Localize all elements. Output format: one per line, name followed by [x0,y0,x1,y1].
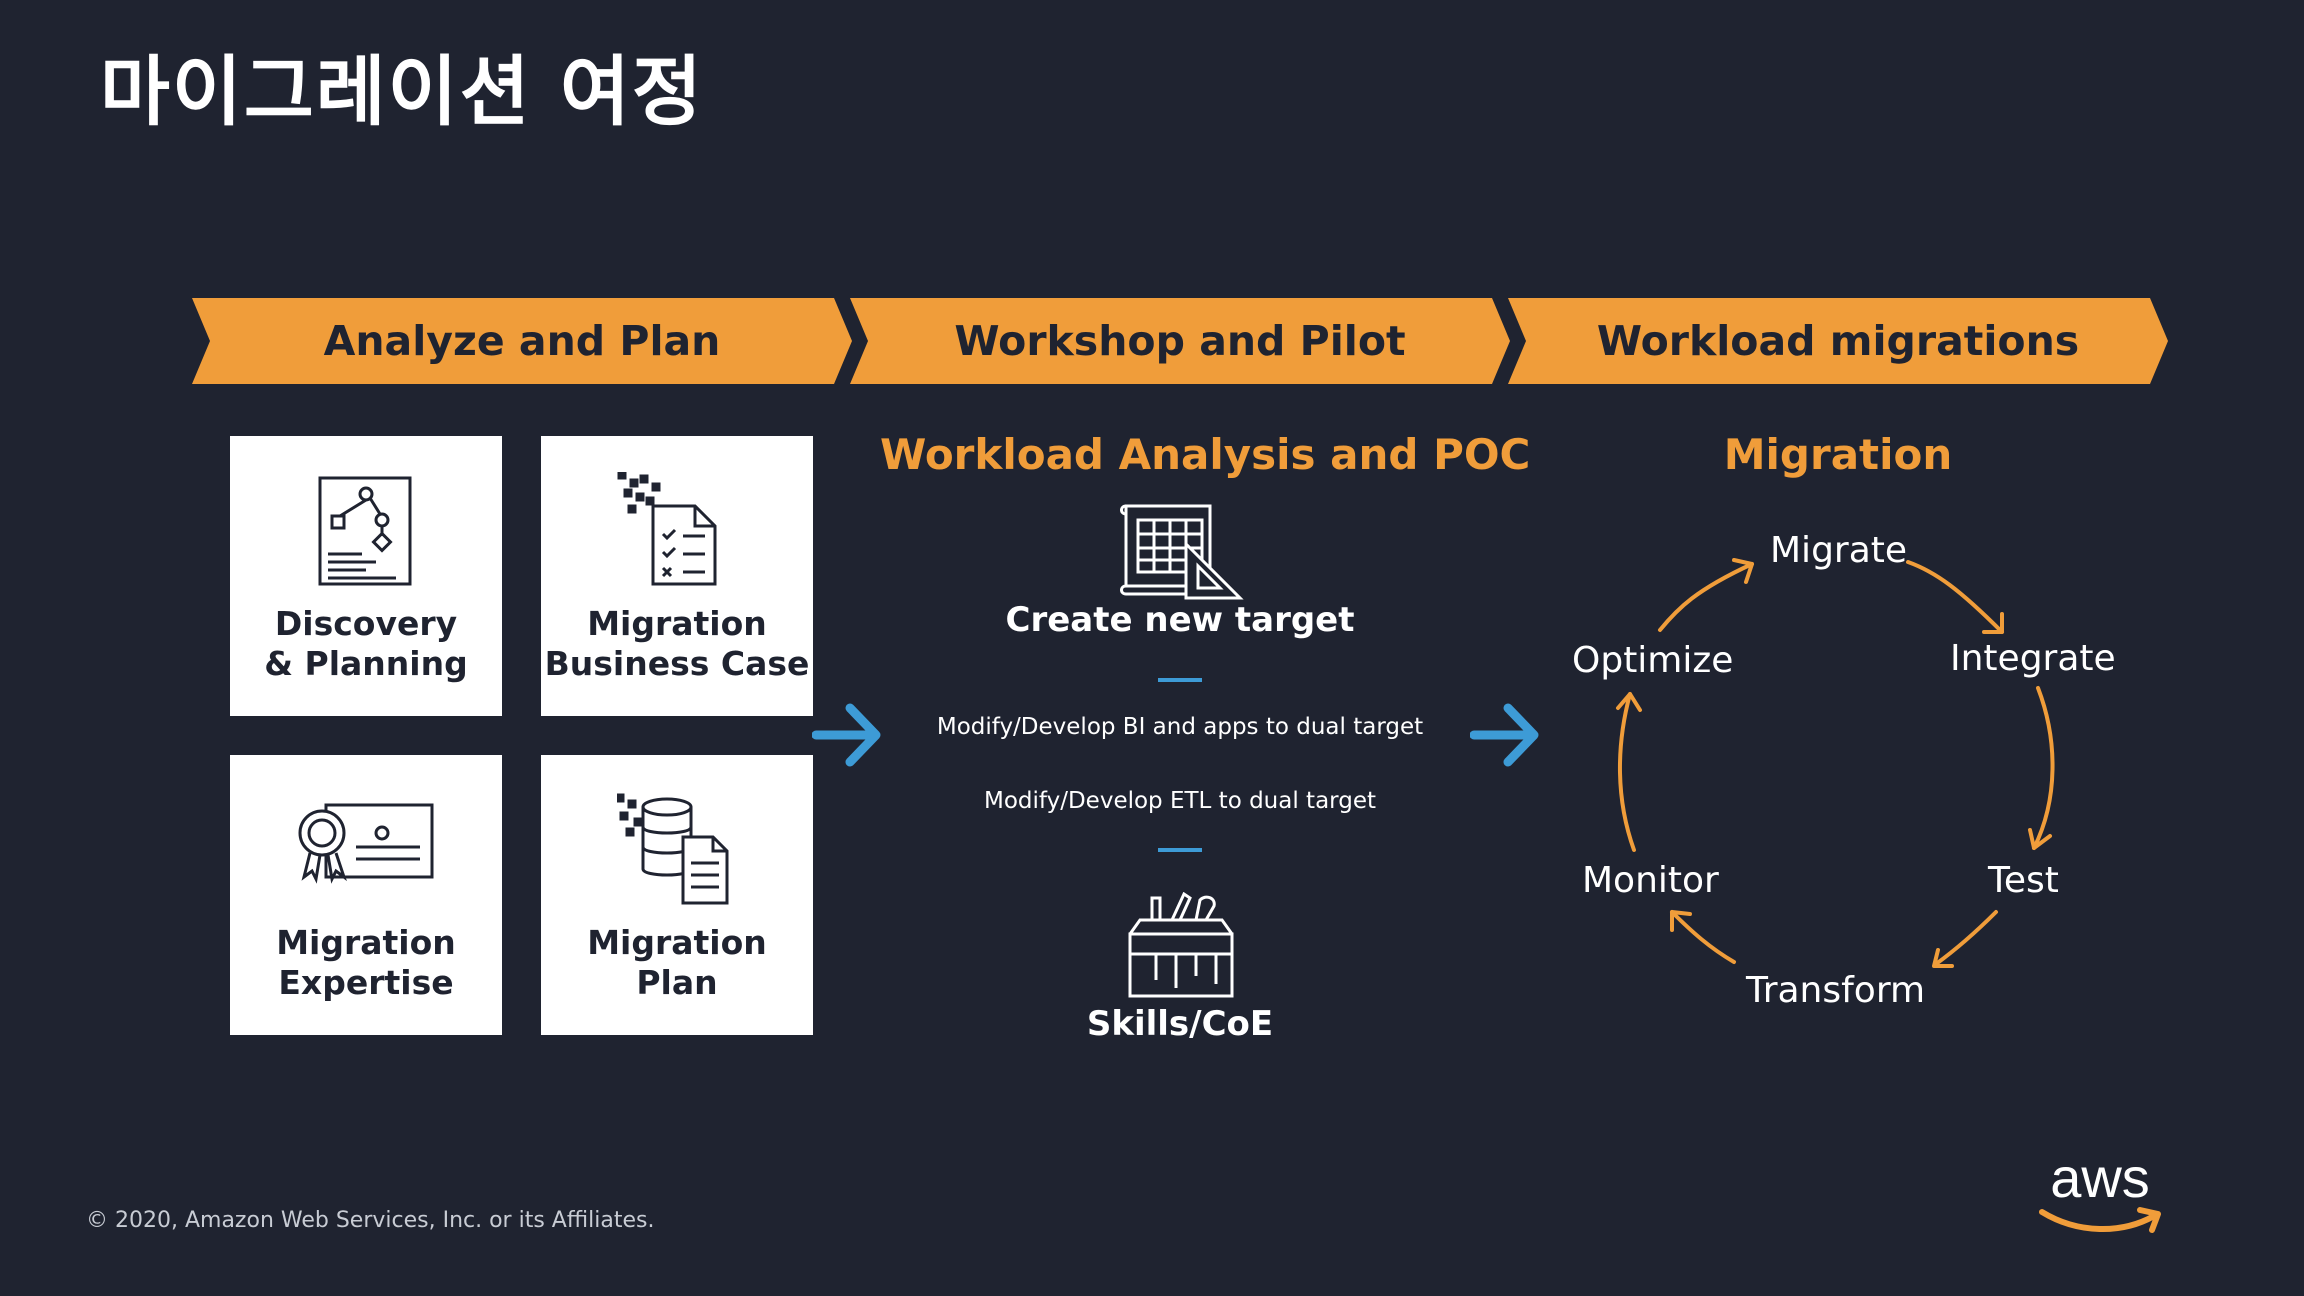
phase-chevron-migrations: Workload migrations [1508,298,2168,384]
cycle-step-test: Test [1988,860,2059,901]
divider [1158,848,1202,852]
phase-label-analyze: Analyze and Plan [323,317,721,365]
card-migration-expertise: Migration Expertise [230,755,502,1035]
phase-label-workshop: Workshop and Pilot [954,317,1406,365]
footer-copyright: © 2020, Amazon Web Services, Inc. or its… [86,1208,655,1233]
card-discovery-planning: Discovery & Planning [230,436,502,716]
card-label-line1: Migration [587,923,767,962]
card-business-case: Migration Business Case [541,436,813,716]
arrow-right-icon [812,703,881,767]
card-label-line2: & Planning [264,644,468,683]
toolbox-icon [1128,892,1234,998]
cycle-step-optimize: Optimize [1572,640,1734,681]
database-plan-icon [617,793,729,905]
card-label-line1: Migration [276,923,456,962]
cycle-step-integrate: Integrate [1950,638,2116,679]
card-label-line1: Discovery [274,604,458,643]
divider [1158,678,1202,682]
cycle-arrow-monitor-optimize [1616,692,1642,852]
workshop-section-title: Workload Analysis and POC [880,430,1531,479]
migration-cycle-arrows [1616,558,2055,968]
phase-label-migrations: Workload migrations [1596,317,2080,365]
cycle-arrow-test-transform [1932,910,1998,968]
cycle-arrow-transform-monitor [1670,910,1736,964]
card-label-line1: Migration [587,604,767,643]
arrow-right-icon [1470,703,1539,767]
discovery-planning-icon [318,476,412,586]
aws-smile-icon [2039,1207,2161,1233]
skills-coe-label: Skills/CoE [1086,1004,1274,1044]
aws-logo: aws [2030,1148,2170,1238]
modify-etl-item: Modify/Develop ETL to dual target [984,788,1376,814]
cycle-step-transform: Transform [1746,970,1926,1011]
card-migration-plan: Migration Plan [541,755,813,1035]
create-target-label: Create new target [1005,600,1355,640]
aws-logo-text: aws [2050,1146,2150,1209]
cycle-step-migrate: Migrate [1770,530,1908,571]
cycle-arrow-optimize-migrate [1658,558,1754,632]
phase-chevron-workshop: Workshop and Pilot [850,298,1510,384]
page-title: 마이그레이션 여정 [100,47,704,136]
modify-bi-item: Modify/Develop BI and apps to dual targe… [936,714,1424,740]
card-label-line2: Plan [636,963,718,1002]
cycle-arrow-migrate-integrate [1906,560,2004,634]
card-label-line2: Business Case [544,644,810,683]
business-case-icon [617,472,717,586]
phase-chevron-analyze: Analyze and Plan [192,298,852,384]
cycle-arrow-integrate-test [2028,686,2055,850]
card-label-line2: Expertise [278,963,454,1002]
blueprint-icon [1120,504,1244,600]
migration-section-title: Migration [1723,430,1953,479]
certificate-icon [298,803,434,884]
cycle-step-monitor: Monitor [1582,860,1719,901]
